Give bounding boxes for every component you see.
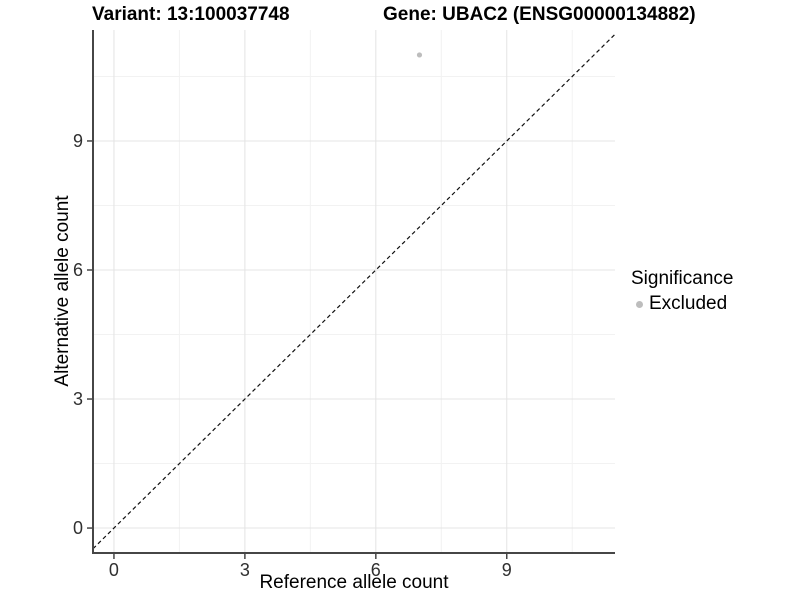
data-point: [416, 52, 423, 58]
x-tick-label: 6: [370, 560, 381, 580]
y-axis-label: Alternative allele count: [52, 195, 73, 387]
y-tick-label: 0: [72, 518, 83, 539]
y-tick-label: 9: [72, 130, 83, 151]
x-tick-label: 0: [108, 560, 119, 580]
legend-title: Significance: [631, 268, 734, 289]
y-tick-label: 3: [72, 389, 83, 410]
legend-item-label: Excluded: [649, 293, 728, 314]
y-tick-label: 6: [72, 259, 83, 280]
excluded-point-icon: [636, 300, 643, 308]
variant-title: Variant: 13:100037748: [92, 4, 290, 25]
x-axis-label: Reference allele count: [259, 572, 449, 593]
gene-title: Gene: UBAC2 (ENSG00000134882): [383, 4, 696, 25]
x-tick-label: 9: [501, 560, 512, 580]
identity-dashed-line: [92, 33, 616, 550]
legend-item-excluded: Excluded: [631, 293, 733, 315]
legend: Significance Excluded: [631, 268, 733, 315]
x-tick-label: 3: [239, 560, 250, 580]
